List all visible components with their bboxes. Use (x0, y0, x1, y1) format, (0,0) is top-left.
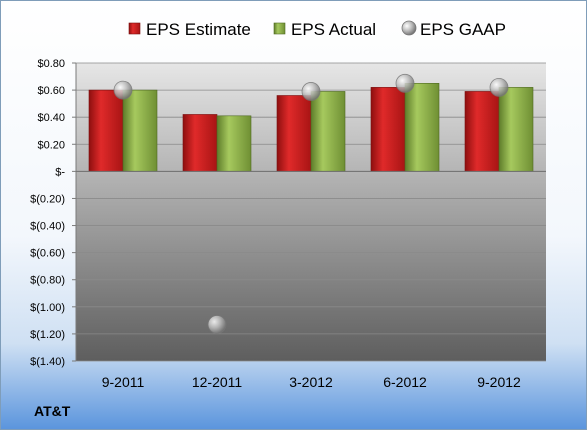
company-name: AT&T (34, 403, 71, 419)
legend-label: EPS GAAP (420, 20, 506, 39)
legend-label: EPS Actual (291, 20, 376, 39)
bar-eps-actual (498, 87, 534, 172)
bar-eps-estimate (464, 91, 500, 172)
marker-eps-gaap (301, 82, 321, 101)
x-tick-label: 12-2011 (192, 374, 243, 390)
y-tick-label: $(1.40) (30, 356, 65, 368)
bar-eps-estimate (182, 114, 218, 172)
y-tick-label: $(1.20) (30, 329, 65, 341)
bar-eps-actual (310, 91, 346, 172)
bar-eps-estimate (88, 89, 124, 172)
legend-swatch (128, 22, 141, 35)
y-tick-label: $0.20 (37, 139, 65, 151)
y-tick-label: $(0.60) (30, 248, 65, 260)
marker-eps-gaap (395, 73, 415, 93)
chart-legend: EPS Estimate EPS Actual EPS GAAP (128, 20, 506, 39)
marker-eps-gaap (207, 315, 227, 334)
marker-eps-gaap (489, 77, 509, 97)
bar-eps-actual (216, 115, 252, 172)
x-tick-label: 6-2012 (383, 374, 427, 390)
y-tick-label: $(1.00) (30, 302, 65, 314)
legend-label: EPS Estimate (146, 20, 251, 39)
y-tick-label: $- (55, 166, 65, 178)
bar-eps-estimate (276, 95, 312, 172)
y-tick-label: $(0.20) (30, 193, 65, 205)
x-tick-label: 9-2012 (477, 374, 521, 390)
legend-swatch (273, 22, 286, 35)
bar-eps-estimate (370, 87, 406, 172)
y-tick-label: $(0.40) (30, 221, 65, 233)
y-tick-label: $(0.80) (30, 275, 65, 287)
x-tick-label: 3-2012 (289, 374, 333, 390)
y-tick-label: $0.60 (37, 85, 65, 97)
marker-eps-gaap (113, 80, 133, 100)
x-tick-label: 9-2011 (102, 374, 145, 390)
y-tick-label: $0.40 (37, 112, 65, 124)
legend-swatch (401, 20, 417, 36)
bar-eps-actual (122, 89, 158, 172)
y-tick-label: $0.80 (37, 58, 65, 70)
bar-eps-actual (404, 83, 440, 172)
